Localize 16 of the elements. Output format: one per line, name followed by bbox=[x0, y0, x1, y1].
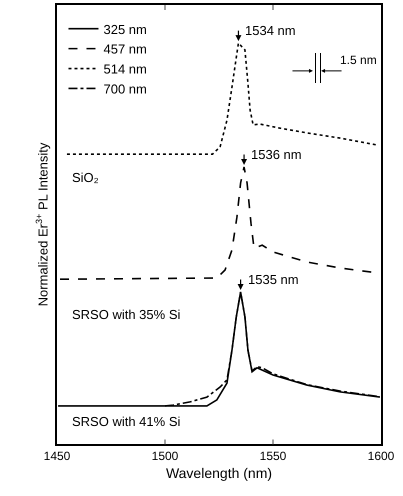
annotation: SiO₂ bbox=[72, 170, 99, 185]
x-axis-title: Wavelength (nm) bbox=[166, 464, 272, 481]
x-tick-label: 1600 bbox=[368, 449, 395, 464]
annotation: SRSO with 41% Si bbox=[72, 414, 180, 429]
annotation: SRSO with 35% Si bbox=[72, 307, 180, 322]
annotation: 1534 nm bbox=[245, 23, 296, 38]
annotation: 1535 nm bbox=[248, 272, 299, 287]
legend-label: 457 nm bbox=[103, 42, 147, 57]
annotation: 1.5 nm bbox=[340, 53, 377, 67]
legend-label: 325 nm bbox=[103, 22, 147, 37]
x-tick-label: 1550 bbox=[260, 449, 287, 464]
annotation: 1536 nm bbox=[251, 147, 302, 162]
x-tick-label: 1500 bbox=[152, 449, 179, 464]
legend-label: 514 nm bbox=[103, 62, 147, 77]
legend-label: 700 nm bbox=[103, 82, 147, 96]
x-tick-label: 1450 bbox=[44, 449, 71, 464]
